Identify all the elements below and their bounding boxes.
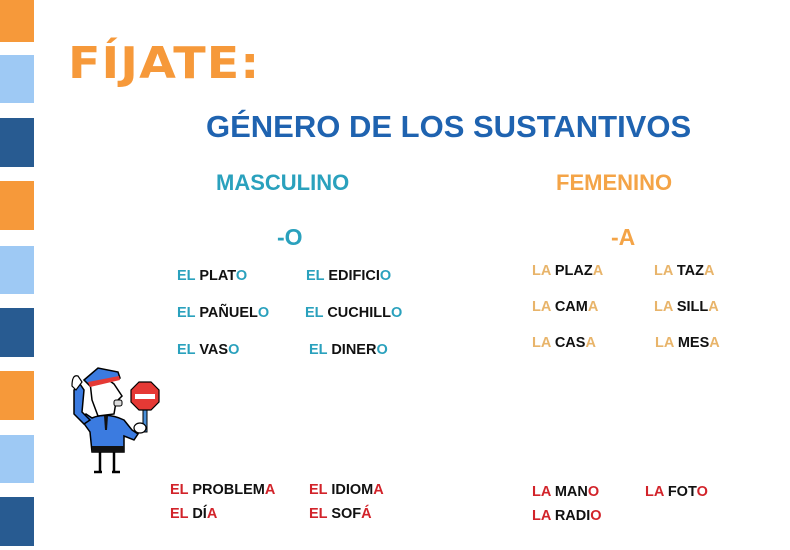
stripe — [0, 55, 34, 103]
stripe — [0, 497, 34, 546]
word-el-sofa: EL SOFÁ — [309, 506, 372, 522]
stripe — [0, 246, 34, 294]
word-el-problema: EL PROBLEMA — [170, 482, 276, 498]
fijate-heading: FÍJATE: — [68, 38, 261, 89]
word-la-cama: LA CAMA — [532, 299, 599, 315]
word-el-panuelo: EL PAÑUELO — [177, 305, 270, 321]
word-el-edificio: EL EDIFICIO — [306, 268, 392, 284]
page-title: GÉNERO DE LOS SUSTANTIVOS — [206, 109, 692, 144]
police-officer-illustration — [71, 367, 160, 474]
stripe — [0, 371, 34, 420]
word-el-plato: EL PLATO — [177, 268, 248, 284]
stripe — [0, 308, 34, 357]
femenino-label: FEMENINO — [556, 170, 673, 195]
word-la-casa: LA CASA — [532, 335, 596, 351]
femenino-suffix: -A — [611, 224, 636, 250]
word-el-idioma: EL IDIOMA — [309, 482, 384, 498]
masculino-label: MASCULINO — [216, 170, 350, 195]
word-la-mesa: LA MESA — [655, 335, 720, 351]
stripe — [0, 181, 34, 230]
word-el-vaso: EL VASO — [177, 342, 240, 358]
stripe — [0, 435, 34, 483]
word-el-dia: EL DÍA — [170, 506, 218, 522]
stripe — [0, 118, 34, 167]
word-la-mano: LA MANO — [532, 484, 600, 500]
word-la-silla: LA SILLA — [654, 299, 719, 315]
word-la-foto: LA FOTO — [645, 484, 708, 500]
word-la-taza: LA TAZA — [654, 263, 715, 279]
stripe — [0, 0, 34, 42]
word-la-radio: LA RADIO — [532, 508, 602, 524]
word-la-plaza: LA PLAZA — [532, 263, 604, 279]
masculino-suffix: -O — [277, 224, 303, 250]
word-el-dinero: EL DINERO — [309, 342, 388, 358]
word-el-cuchillo: EL CUCHILLO — [305, 305, 403, 321]
